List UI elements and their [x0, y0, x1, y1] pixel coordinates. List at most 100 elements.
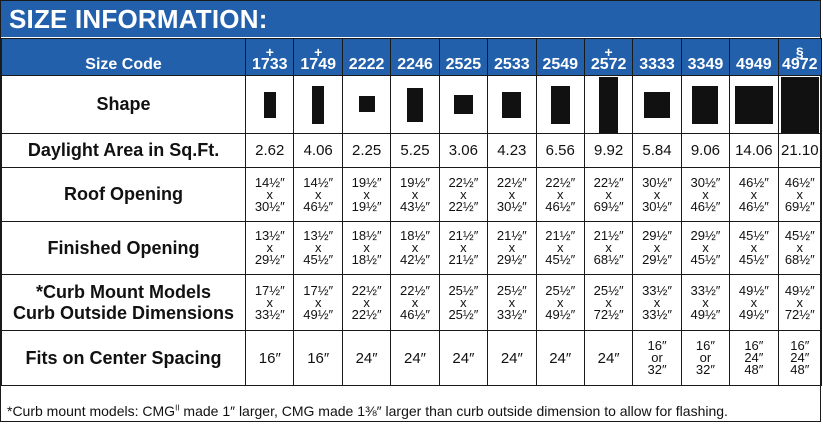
finished-opening-value: x — [750, 240, 758, 255]
finished-opening-value-cell: 21½″ x 29½″ — [487, 221, 537, 275]
finished-opening-value: 45½″ — [738, 252, 769, 267]
curb-dimension-value: 22½″ — [351, 306, 382, 322]
shape-cell — [487, 75, 537, 134]
finished-opening-value: 68½″ — [593, 252, 624, 267]
finished-opening-value: 18½″ — [351, 252, 382, 267]
finished-opening-value: x — [363, 240, 370, 255]
curb-dimension-value: x — [702, 294, 709, 310]
shape-icon — [734, 85, 773, 124]
finished-opening-value: x — [605, 240, 612, 255]
curb-dimension-value: x — [556, 294, 564, 310]
shape-icon — [692, 85, 719, 124]
roof-opening-value: x — [363, 186, 370, 202]
footnote: *Curb mount models: CMGII made 1″ larger… — [7, 403, 728, 419]
finished-opening-value: 45½″ — [690, 252, 721, 267]
finished-opening-value: x — [796, 240, 804, 255]
roof-opening-value: 22½″ — [448, 198, 479, 214]
size-code-mark: + — [314, 44, 323, 60]
shape-cell — [632, 75, 682, 134]
curb-dimension-value: 49½″ — [784, 282, 815, 298]
center-spacing-value: 24″ — [549, 349, 572, 367]
roof-opening-value: x — [653, 186, 661, 202]
size-code-cell: 2549 — [535, 38, 585, 76]
finished-opening-value: 18½″ — [351, 228, 382, 243]
daylight-value: 2.62 — [245, 133, 295, 168]
size-code-value: 1733 — [251, 56, 288, 73]
curb-dimension-value: 25½″ — [496, 282, 527, 298]
center-spacing-value: 24″ — [500, 349, 523, 367]
section-title: SIZE INFORMATION: — [1, 1, 820, 37]
finished-opening-value: 21½″ — [448, 252, 479, 267]
roof-opening-value: 22½″ — [448, 174, 479, 190]
curb-dimension-value: 25½″ — [448, 306, 479, 322]
size-code-label: Size Code — [0, 38, 247, 76]
size-code-value: 2525 — [445, 56, 482, 73]
curb-dimension-value: 46½″ — [400, 306, 430, 322]
finished-opening-value: 42½″ — [400, 252, 430, 267]
roof-opening-value: x — [702, 186, 709, 202]
curb-dimension-value: 22½″ — [400, 282, 430, 298]
size-code-value: 4972 — [781, 56, 818, 73]
center-spacing-value-cell: 16″ 24″ 48″ — [729, 330, 779, 386]
roof-opening-value-cell: 22½″ x 22½″ — [438, 167, 489, 222]
curb-dimension-value: 33½″ — [642, 306, 672, 322]
size-code-cell: 2525 — [438, 38, 489, 76]
shape-icon — [453, 95, 473, 114]
roof-opening-value: x — [796, 186, 804, 202]
curb-dimension-value: x — [266, 294, 274, 310]
finished-opening-value-cell: 21½″ x 68½″ — [583, 221, 634, 275]
center-spacing-value-cell: 16″ — [245, 330, 295, 386]
curb-dimension-value-cell: 33½″ x 49½″ — [680, 274, 731, 331]
center-spacing-value: 48″ — [744, 362, 764, 377]
shape-icon — [358, 96, 375, 113]
curb-dimension-value: x — [314, 294, 322, 310]
size-code-value: 2572 — [590, 56, 627, 73]
shape-cell — [341, 75, 392, 134]
center-spacing-value: or — [699, 350, 712, 365]
roof-opening-value: 19½″ — [351, 174, 382, 190]
size-table: Size Code +1733 +1749 2222 2246 2525 2533 2549… — [0, 38, 823, 386]
finished-opening-value: 29½″ — [496, 252, 527, 267]
roof-opening-value: x — [750, 186, 758, 202]
finished-opening-value-cell: 29½″ x 29½″ — [632, 221, 682, 275]
finished-opening-value: 21½″ — [593, 228, 624, 243]
curb-dimension-value: x — [796, 294, 804, 310]
curb-dimension-value: 49½″ — [690, 306, 721, 322]
daylight-value: 4.06 — [293, 133, 343, 168]
daylight-value: 5.84 — [632, 133, 682, 168]
roof-row: Roof Opening 14½″ x 30½″ 14½″ x 46½″ 19½″ x 19½″… — [0, 167, 823, 222]
roof-opening-value: 30½″ — [642, 174, 672, 190]
finished-opening-value: 68½″ — [784, 252, 815, 267]
finished-opening-value: 29½″ — [642, 252, 672, 267]
finished-opening-value: 21½″ — [448, 228, 479, 243]
roof-opening-value-cell: 46½″ x 46½″ — [729, 167, 779, 222]
roof-opening-value: x — [460, 186, 467, 202]
finished-opening-value-cell: 21½″ x 21½″ — [438, 221, 489, 275]
center-spacing-value: 32″ — [647, 362, 667, 377]
curb-dimension-value: 33½″ — [496, 306, 527, 322]
finished-opening-value-cell: 45½″ x 45½″ — [729, 221, 779, 275]
curb-dimension-value: x — [411, 294, 419, 310]
daylight-value: 21.10 — [777, 133, 823, 168]
roof-opening-value: 46½″ — [738, 198, 769, 214]
curb-dimension-value: 17½″ — [254, 282, 285, 298]
roof-opening-value: 22½″ — [593, 174, 624, 190]
roof-opening-value-cell: 22½″ x 30½″ — [487, 167, 537, 222]
daylight-value: 9.06 — [680, 133, 731, 168]
shape-icon — [780, 76, 819, 133]
daylight-value: 9.92 — [583, 133, 634, 168]
curb-dimension-value-cell: 25½″ x 72½″ — [583, 274, 634, 331]
curb-dimension-value: x — [363, 294, 370, 310]
curb-dimension-value: 33½″ — [642, 282, 672, 298]
curb-dimension-value-cell: 25½″ x 49½″ — [535, 274, 585, 331]
roof-opening-value-cell: 14½″ x 30½″ — [245, 167, 295, 222]
finished-opening-value: 29½″ — [690, 228, 721, 243]
finished-opening-value: 45½″ — [545, 252, 576, 267]
roof-opening-value: 30½″ — [254, 198, 285, 214]
curb-dimension-value: 33½″ — [690, 282, 721, 298]
center-spacing-value: 24″ — [744, 350, 764, 365]
finished-opening-value: x — [556, 240, 564, 255]
size-code-value: 2549 — [542, 56, 579, 73]
center-spacing-value: 48″ — [790, 362, 810, 377]
size-code-mark: § — [795, 44, 804, 60]
